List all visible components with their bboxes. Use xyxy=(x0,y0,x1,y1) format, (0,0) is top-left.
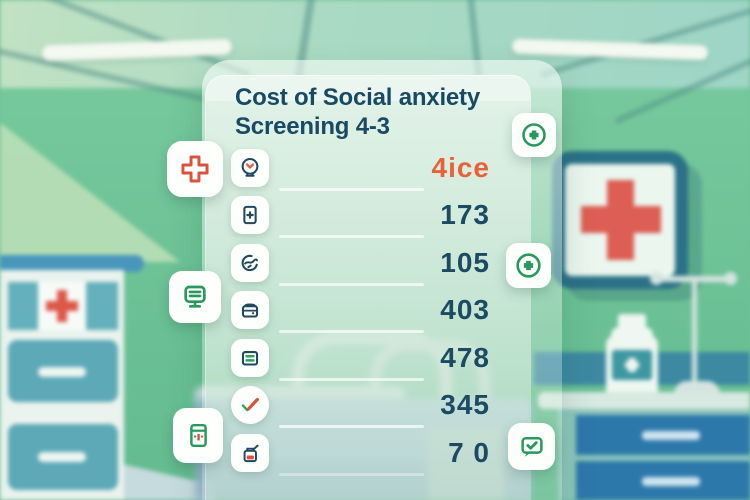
right-cabinet xyxy=(558,409,750,500)
medicine-jar-icon xyxy=(243,444,259,463)
row-icon-box xyxy=(231,339,269,377)
row-value: 7 0 xyxy=(448,437,490,468)
cabinet-top-bar xyxy=(0,255,144,272)
add-circle-button-middle[interactable] xyxy=(506,243,551,288)
drawer-handle xyxy=(642,477,700,486)
row-value: 105 xyxy=(440,247,490,278)
row-divider xyxy=(279,235,424,238)
row-value: 478 xyxy=(440,342,490,373)
panel-gloss xyxy=(205,75,531,101)
ceiling-light-fixture xyxy=(511,38,709,61)
row-divider xyxy=(279,425,424,428)
row-divider xyxy=(279,378,424,381)
cost-panel: Cost of Social anxiety Screening 4-3 4ic… xyxy=(205,75,531,500)
sign-cross-icon xyxy=(581,206,661,233)
message-check-button[interactable] xyxy=(508,423,555,470)
panel-title-line-1: Cost of Social anxiety xyxy=(235,84,480,111)
drawer xyxy=(576,461,750,500)
first-aid-cross-button[interactable] xyxy=(167,141,223,197)
row-value: 4ice xyxy=(431,152,490,183)
countertop xyxy=(538,392,750,409)
iv-stand xyxy=(640,264,750,394)
row-icon-box xyxy=(231,196,269,234)
drawer xyxy=(576,415,750,455)
drawer xyxy=(8,424,118,490)
red-cross-icon xyxy=(181,155,209,183)
row-icon-box xyxy=(231,291,269,329)
drawer-handle xyxy=(642,431,700,440)
cost-row[interactable]: 403 xyxy=(205,287,531,333)
panel-title: Cost of Social anxiety Screening 4-3 xyxy=(235,84,480,142)
medicine-bottle xyxy=(604,314,660,398)
row-divider xyxy=(279,283,424,286)
double-checkmark-icon xyxy=(241,397,259,412)
calculator-sheet-icon xyxy=(189,423,207,448)
cabinet-cross-label xyxy=(38,282,86,330)
left-cabinet xyxy=(0,255,150,500)
row-icon-box xyxy=(231,149,269,187)
row-icon-box xyxy=(231,434,269,472)
cost-row[interactable]: 173 xyxy=(205,192,531,238)
cost-row[interactable]: 4ice xyxy=(205,145,531,191)
medical-record-plus-icon xyxy=(243,205,257,225)
drawer-handle xyxy=(38,452,86,462)
panel-title-line-2: Screening 4-3 xyxy=(235,112,390,140)
brain-icon xyxy=(241,254,259,272)
cost-row[interactable]: 7 0 xyxy=(205,430,531,476)
row-icon-box xyxy=(231,386,269,424)
row-value: 403 xyxy=(440,294,490,325)
calculator-sheet-button[interactable] xyxy=(173,408,223,463)
cost-row[interactable]: 105 xyxy=(205,240,531,286)
card-list-icon xyxy=(241,351,259,366)
add-circle-button-top[interactable] xyxy=(512,113,556,157)
stopwatch-check-icon xyxy=(241,157,259,177)
monitor-notes-button[interactable] xyxy=(169,271,221,323)
row-divider xyxy=(279,473,424,476)
row-value: 173 xyxy=(440,199,490,230)
plus-circle-icon xyxy=(516,253,541,278)
drawer xyxy=(8,340,118,402)
cost-row[interactable]: 478 xyxy=(205,335,531,381)
wallet-icon xyxy=(241,303,259,318)
row-divider xyxy=(279,330,424,333)
plus-circle-icon xyxy=(522,123,546,147)
message-check-icon xyxy=(520,436,543,457)
row-divider xyxy=(279,188,424,191)
row-icon-box xyxy=(231,244,269,282)
row-value: 345 xyxy=(440,389,490,420)
cost-row[interactable]: 345 xyxy=(205,382,531,428)
monitor-notes-icon xyxy=(184,285,206,308)
drawer-handle xyxy=(38,367,86,377)
